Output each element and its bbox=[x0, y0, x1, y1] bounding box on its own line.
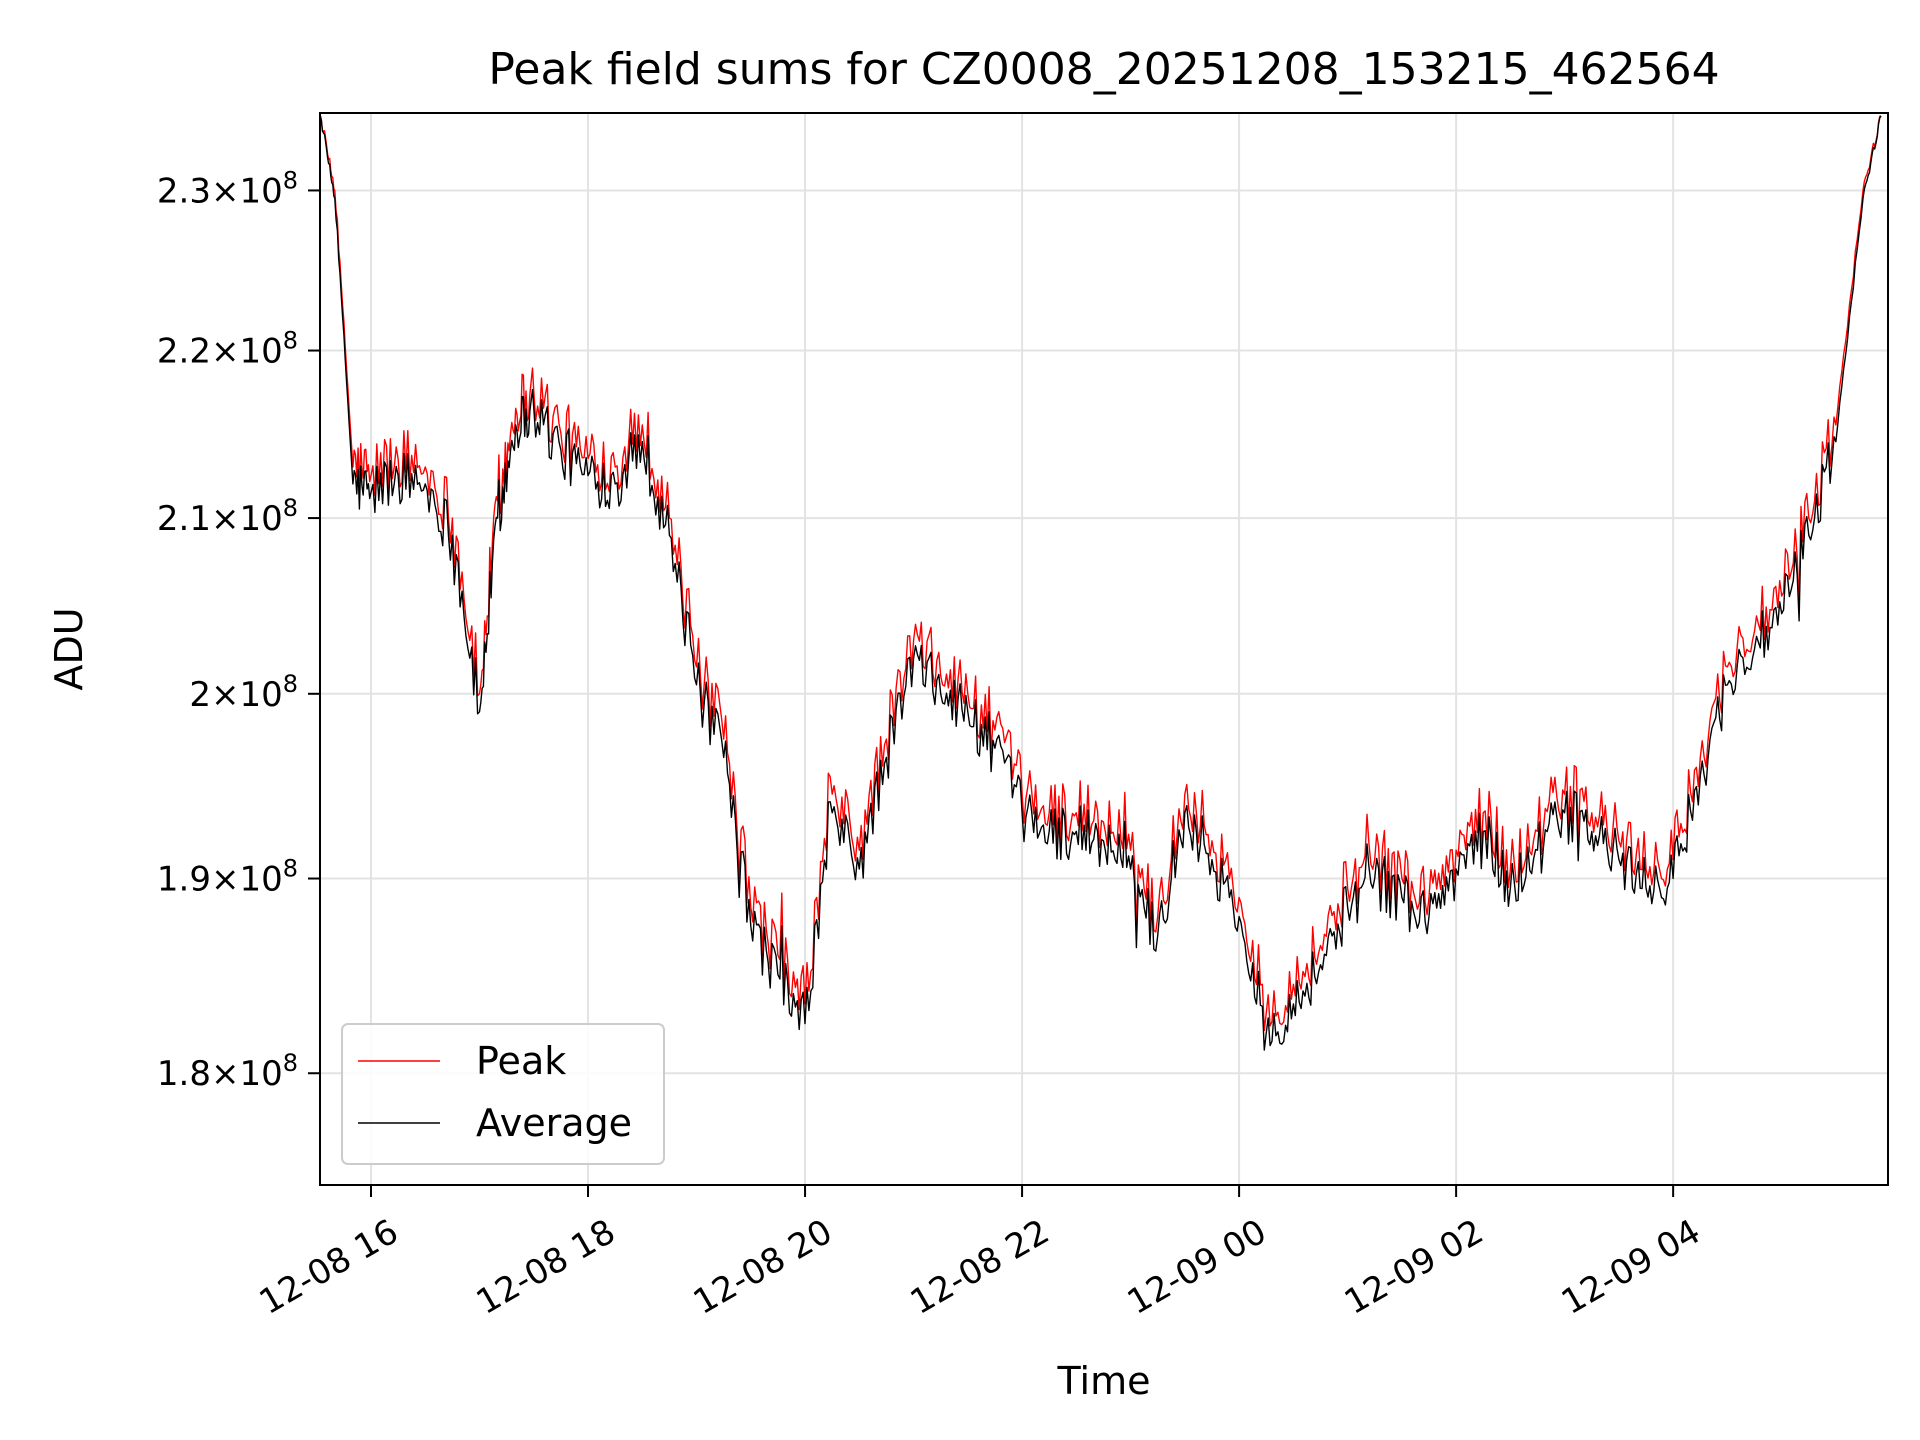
series-line-peak bbox=[319, 115, 1882, 1032]
y-tick-label: 1.8×108 bbox=[157, 1049, 298, 1094]
x-tick-label: 12-08 22 bbox=[904, 1212, 1056, 1323]
chart-title: Peak field sums for CZ0008_20251208_1532… bbox=[488, 44, 1719, 95]
x-axis-label: Time bbox=[1057, 1359, 1151, 1403]
y-tick-label: 2.2×108 bbox=[157, 327, 298, 372]
y-axis-ticks: 1.8×108 1.9×108 2×108 2.1×108 2.2×108 2.3×108 bbox=[157, 166, 320, 1094]
x-axis-ticks: 12-08 16 12-08 18 12-08 20 12-08 22 12-09 00… bbox=[253, 1185, 1707, 1323]
legend-label-average: Average bbox=[476, 1101, 632, 1145]
x-tick-label: 12-09 00 bbox=[1121, 1212, 1273, 1323]
y-tick-label: 2.3×108 bbox=[157, 166, 298, 211]
x-tick-label: 12-08 16 bbox=[253, 1212, 405, 1323]
x-tick-label: 12-09 04 bbox=[1555, 1212, 1707, 1323]
y-axis-label: ADU bbox=[47, 607, 91, 690]
plot-frame bbox=[319, 112, 1889, 1186]
y-tick-label: 2×108 bbox=[189, 670, 298, 715]
x-tick-label: 12-09 02 bbox=[1338, 1212, 1490, 1323]
legend-box bbox=[341, 1023, 665, 1165]
legend: Peak Average bbox=[341, 1023, 665, 1165]
series-group bbox=[319, 115, 1882, 1051]
x-tick-label: 12-08 20 bbox=[687, 1212, 839, 1323]
grid-lines bbox=[320, 113, 1888, 1185]
y-tick-label: 1.9×108 bbox=[157, 855, 298, 900]
legend-label-peak: Peak bbox=[476, 1039, 566, 1083]
series-line-average bbox=[319, 115, 1882, 1051]
y-tick-label: 2.1×108 bbox=[157, 494, 298, 539]
x-tick-label: 12-08 18 bbox=[470, 1212, 622, 1323]
